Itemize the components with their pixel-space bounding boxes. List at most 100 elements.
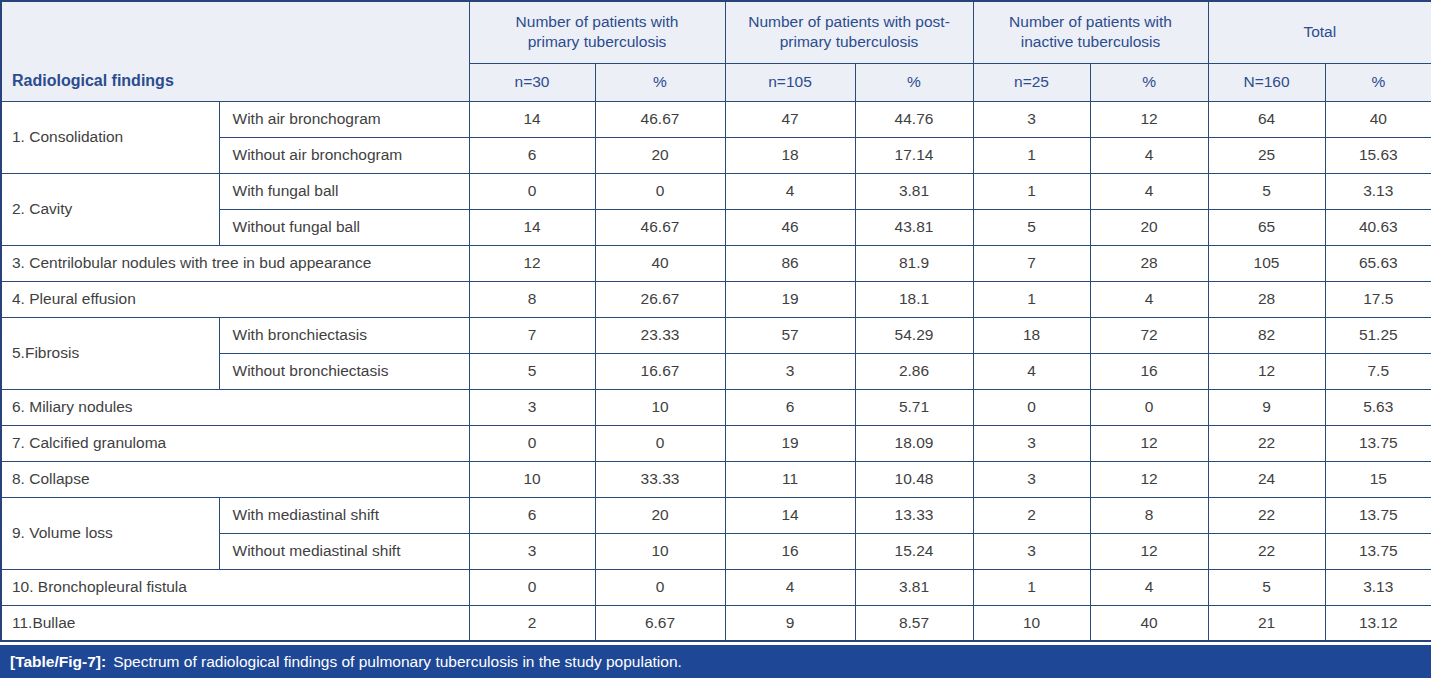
row-subcategory-label: With bronchiectasis: [219, 317, 469, 353]
value-cell: 6: [469, 137, 595, 173]
value-cell: 0: [595, 425, 725, 461]
row-category-label: 9. Volume loss: [1, 497, 219, 569]
table-row: 1. ConsolidationWith air bronchogram1446…: [1, 101, 1431, 137]
value-cell: 8: [469, 281, 595, 317]
value-cell: 4: [725, 173, 855, 209]
value-cell: 10: [973, 605, 1090, 641]
value-cell: 13.12: [1325, 605, 1431, 641]
value-cell: 3: [973, 461, 1090, 497]
value-cell: 19: [725, 281, 855, 317]
value-cell: 5.63: [1325, 389, 1431, 425]
value-cell: 47: [725, 101, 855, 137]
value-cell: 57: [725, 317, 855, 353]
table-header: Radiological findings Number of patients…: [1, 1, 1431, 101]
value-cell: 23.33: [595, 317, 725, 353]
value-cell: 12: [1208, 353, 1325, 389]
row-label: 6. Miliary nodules: [1, 389, 469, 425]
value-cell: 14: [469, 209, 595, 245]
value-cell: 8: [1090, 497, 1208, 533]
value-cell: 4: [725, 569, 855, 605]
row-category-label: 5.Fibrosis: [1, 317, 219, 389]
value-cell: 15.24: [855, 533, 973, 569]
value-cell: 1: [973, 569, 1090, 605]
value-cell: 105: [1208, 245, 1325, 281]
column-header-post-primary-n: n=105: [725, 63, 855, 101]
value-cell: 5: [1208, 173, 1325, 209]
value-cell: 7: [469, 317, 595, 353]
row-category-label: 2. Cavity: [1, 173, 219, 245]
table-row: 2. CavityWith fungal ball0043.811453.13: [1, 173, 1431, 209]
column-header-primary-pct: %: [595, 63, 725, 101]
value-cell: 20: [1090, 209, 1208, 245]
row-subcategory-label: With mediastinal shift: [219, 497, 469, 533]
value-cell: 43.81: [855, 209, 973, 245]
value-cell: 54.29: [855, 317, 973, 353]
value-cell: 17.14: [855, 137, 973, 173]
row-subcategory-label: Without bronchiectasis: [219, 353, 469, 389]
column-header-radiological-findings: Radiological findings: [1, 1, 469, 101]
value-cell: 46: [725, 209, 855, 245]
row-label: 7. Calcified granuloma: [1, 425, 469, 461]
value-cell: 46.67: [595, 209, 725, 245]
value-cell: 18.1: [855, 281, 973, 317]
value-cell: 72: [1090, 317, 1208, 353]
value-cell: 14: [469, 101, 595, 137]
value-cell: 4: [973, 353, 1090, 389]
column-group-inactive-tuberculosis: Number of patients with inactive tubercu…: [973, 1, 1208, 63]
value-cell: 13.75: [1325, 533, 1431, 569]
value-cell: 4: [1090, 281, 1208, 317]
value-cell: 0: [1090, 389, 1208, 425]
value-cell: 0: [973, 389, 1090, 425]
value-cell: 12: [1090, 461, 1208, 497]
value-cell: 0: [469, 173, 595, 209]
value-cell: 21: [1208, 605, 1325, 641]
value-cell: 81.9: [855, 245, 973, 281]
value-cell: 3: [973, 101, 1090, 137]
value-cell: 1: [973, 173, 1090, 209]
table-row: 6. Miliary nodules31065.710095.63: [1, 389, 1431, 425]
value-cell: 22: [1208, 533, 1325, 569]
value-cell: 65: [1208, 209, 1325, 245]
row-subcategory-label: Without mediastinal shift: [219, 533, 469, 569]
value-cell: 3.81: [855, 173, 973, 209]
value-cell: 33.33: [595, 461, 725, 497]
value-cell: 10: [595, 533, 725, 569]
table-row: 9. Volume lossWith mediastinal shift6201…: [1, 497, 1431, 533]
value-cell: 0: [469, 569, 595, 605]
value-cell: 7: [973, 245, 1090, 281]
column-header-inactive-pct: %: [1090, 63, 1208, 101]
value-cell: 22: [1208, 497, 1325, 533]
value-cell: 26.67: [595, 281, 725, 317]
column-header-post-primary-pct: %: [855, 63, 973, 101]
value-cell: 5.71: [855, 389, 973, 425]
value-cell: 12: [1090, 425, 1208, 461]
value-cell: 51.25: [1325, 317, 1431, 353]
value-cell: 64: [1208, 101, 1325, 137]
value-cell: 2.86: [855, 353, 973, 389]
table-body: 1. ConsolidationWith air bronchogram1446…: [1, 101, 1431, 641]
table-row: 10. Bronchopleural fistula0043.811453.13: [1, 569, 1431, 605]
value-cell: 4: [1090, 173, 1208, 209]
value-cell: 12: [1090, 101, 1208, 137]
value-cell: 4: [1090, 569, 1208, 605]
row-label: 8. Collapse: [1, 461, 469, 497]
value-cell: 5: [973, 209, 1090, 245]
value-cell: 10: [469, 461, 595, 497]
radiological-findings-table: Radiological findings Number of patients…: [0, 0, 1431, 642]
value-cell: 13.75: [1325, 425, 1431, 461]
table-figure: Radiological findings Number of patients…: [0, 0, 1431, 678]
value-cell: 6: [725, 389, 855, 425]
value-cell: 17.5: [1325, 281, 1431, 317]
value-cell: 13.33: [855, 497, 973, 533]
value-cell: 16: [725, 533, 855, 569]
value-cell: 12: [1090, 533, 1208, 569]
value-cell: 16.67: [595, 353, 725, 389]
value-cell: 10: [595, 389, 725, 425]
table-row: 3. Centrilobular nodules with tree in bu…: [1, 245, 1431, 281]
value-cell: 82: [1208, 317, 1325, 353]
column-group-primary-tuberculosis: Number of patients with primary tubercul…: [469, 1, 725, 63]
row-subcategory-label: Without fungal ball: [219, 209, 469, 245]
value-cell: 18: [725, 137, 855, 173]
value-cell: 13.75: [1325, 497, 1431, 533]
table-caption-tag: [Table/Fig-7]:: [10, 653, 106, 671]
